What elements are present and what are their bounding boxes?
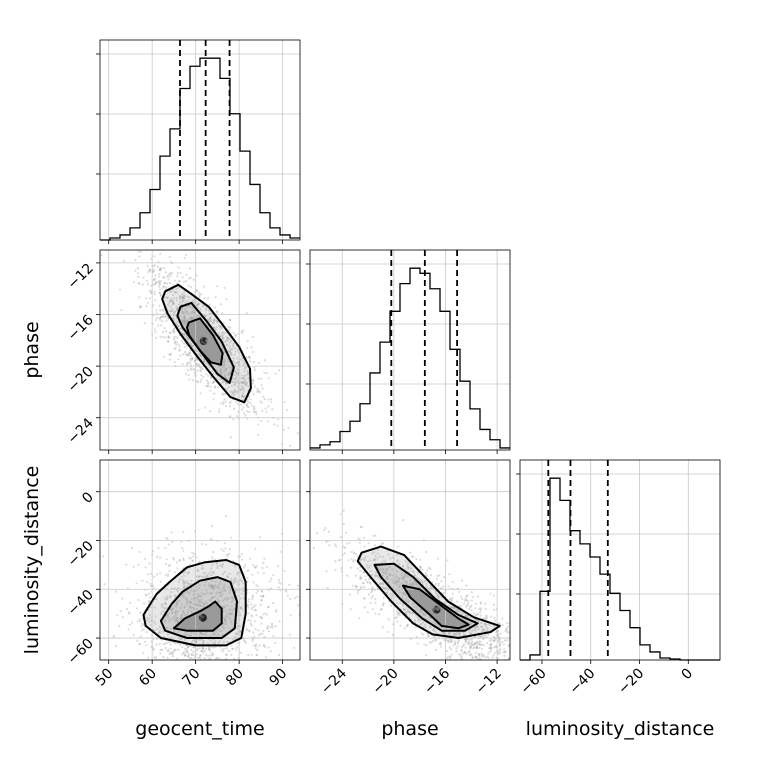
hist-phase-bar-3 <box>340 432 350 450</box>
hist-geocent-time-bar-4 <box>140 213 150 240</box>
y-axis-label-phase: phase <box>21 321 43 378</box>
scatter-geocent-time-vs-phase-contour-0 <box>161 283 252 404</box>
hist-luminosity-distance-bar-9 <box>610 593 620 660</box>
scatter-geocent-time-vs-luminosity-distance-ytick-label-2: −20 <box>65 538 97 570</box>
hist-geocent-time-bar-11 <box>210 58 220 240</box>
hist-luminosity-distance-bar-8 <box>600 574 610 660</box>
hist-geocent-time-bar-12 <box>220 78 230 240</box>
scatter-phase-vs-luminosity-distance-contour-1 <box>373 562 479 632</box>
scatter-geocent-time-vs-luminosity-distance-ytick-label-0: −60 <box>65 636 97 668</box>
hist-phase-bar-2 <box>330 442 340 450</box>
hist-luminosity-distance-xtick-label-1: −40 <box>566 666 598 698</box>
scatter-geocent-time-vs-luminosity-distance-xtick-label-0: 50 <box>93 666 117 690</box>
hist-phase-bar-4 <box>350 421 360 450</box>
hist-phase-bar-13 <box>440 311 450 450</box>
scatter-geocent-time-vs-luminosity-distance-points <box>102 515 300 660</box>
hist-phase-bar-14 <box>450 349 460 450</box>
hist-phase-bar-16 <box>470 409 480 450</box>
hist-luminosity-distance-bar-12 <box>640 645 650 660</box>
hist-luminosity-distance-bar-5 <box>570 531 580 660</box>
scatter-geocent-time-vs-phase-contour-2 <box>186 317 224 366</box>
hist-geocent-time-frame <box>99 39 301 241</box>
scatter-geocent-time-vs-luminosity-distance-density-peak <box>198 613 207 622</box>
hist-geocent-time-bar-6 <box>160 156 170 240</box>
hist-luminosity-distance-frame <box>519 459 721 661</box>
hist-geocent-time-bar-5 <box>150 189 160 240</box>
hist-luminosity-distance-xtick-label-3: 0 <box>678 666 696 684</box>
hist-geocent-time-step <box>100 57 300 241</box>
hist-geocent-time-bar-14 <box>240 151 250 240</box>
scatter-geocent-time-vs-phase-ytick-label-1: −20 <box>65 364 97 396</box>
scatter-phase-vs-luminosity-distance-contour-0 <box>356 545 501 639</box>
hist-phase-step <box>310 267 510 449</box>
hist-geocent-time-bar-3 <box>130 228 140 240</box>
hist-geocent-time-bar-16 <box>260 213 270 240</box>
hist-geocent-time-bar-17 <box>270 228 280 240</box>
hist-luminosity-distance-bar-1 <box>530 655 540 660</box>
hist-phase-bar-10 <box>410 268 420 450</box>
scatter-phase-vs-luminosity-distance-density-peak <box>432 605 441 614</box>
hist-luminosity-distance-bar-11 <box>630 628 640 660</box>
scatter-geocent-time-vs-luminosity-distance-xtick-label-4: 90 <box>267 666 291 690</box>
hist-luminosity-distance-xtick-label-0: −60 <box>518 666 550 698</box>
hist-phase-bar-18 <box>490 440 500 450</box>
hist-luminosity-distance-bar-13 <box>650 652 660 660</box>
scatter-geocent-time-vs-phase-density-peak <box>199 337 208 345</box>
hist-luminosity-distance-bar-6 <box>580 544 590 660</box>
scatter-phase-vs-luminosity-distance-xtick-label-3: −12 <box>473 666 505 698</box>
scatter-geocent-time-vs-luminosity-distance-xtick-label-3: 80 <box>223 666 247 690</box>
hist-geocent-time-bar-13 <box>230 114 240 240</box>
scatter-phase-vs-luminosity-distance-xtick-label-2: −16 <box>421 665 453 697</box>
scatter-geocent-time-vs-phase-ytick-label-3: −12 <box>65 260 97 292</box>
hist-luminosity-distance-step <box>520 477 720 661</box>
hist-luminosity-distance-xtick-label-2: −20 <box>615 666 647 698</box>
hist-phase-bar-7 <box>380 342 390 450</box>
scatter-geocent-time-vs-phase-contour-1 <box>176 301 235 384</box>
scatter-geocent-time-vs-luminosity-distance-contour-0 <box>142 559 247 647</box>
scatter-geocent-time-vs-phase-frame <box>99 249 301 451</box>
scatter-geocent-time-vs-luminosity-distance-contour-2 <box>172 600 223 632</box>
hist-luminosity-distance-bar-4 <box>560 500 570 660</box>
scatter-phase-vs-luminosity-distance-frame <box>309 459 511 661</box>
hist-geocent-time-bar-7 <box>170 129 180 240</box>
scatter-geocent-time-vs-luminosity-distance-frame <box>99 459 301 661</box>
hist-geocent-time-bar-15 <box>250 184 260 240</box>
scatter-geocent-time-vs-luminosity-distance-contour-1 <box>159 576 238 639</box>
hist-luminosity-distance-bar-10 <box>620 611 630 660</box>
scatter-geocent-time-vs-phase-ytick-label-0: −24 <box>65 415 97 447</box>
hist-phase-bar-9 <box>400 284 410 450</box>
hist-geocent-time-bar-2 <box>120 235 130 240</box>
hist-phase-bar-15 <box>460 381 470 450</box>
scatter-geocent-time-vs-luminosity-distance-ytick-label-3: 0 <box>79 489 97 507</box>
scatter-geocent-time-vs-luminosity-distance-xtick-label-2: 70 <box>180 666 204 690</box>
scatter-geocent-time-vs-phase-ytick-label-2: −16 <box>65 312 97 344</box>
hist-phase-bar-17 <box>480 429 490 450</box>
hist-phase-frame <box>309 249 511 451</box>
hist-geocent-time-bar-8 <box>180 88 190 240</box>
x-axis-label-phase: phase <box>381 718 438 740</box>
scatter-geocent-time-vs-luminosity-distance-xtick-label-1: 60 <box>136 666 160 690</box>
hist-phase-bar-6 <box>370 373 380 450</box>
hist-geocent-time-bar-9 <box>190 66 200 240</box>
scatter-phase-vs-luminosity-distance-contour-2 <box>401 584 470 630</box>
scatter-phase-vs-luminosity-distance-xtick-label-1: −20 <box>369 666 401 698</box>
y-axis-label-luminosity-distance: luminosity_distance <box>21 466 43 655</box>
hist-phase-bar-12 <box>430 289 440 450</box>
hist-phase-bar-5 <box>360 404 370 450</box>
x-axis-label-geocent-time: geocent_time <box>135 718 264 740</box>
hist-phase-bar-1 <box>320 445 330 450</box>
scatter-geocent-time-vs-luminosity-distance-ytick-label-1: −40 <box>65 587 97 619</box>
hist-luminosity-distance-bar-7 <box>590 557 600 660</box>
x-axis-label-luminosity-distance: luminosity_distance <box>526 718 715 740</box>
hist-luminosity-distance-bar-3 <box>550 478 560 660</box>
hist-geocent-time-bar-18 <box>280 235 290 240</box>
scatter-phase-vs-luminosity-distance-xtick-label-0: −24 <box>318 665 350 697</box>
